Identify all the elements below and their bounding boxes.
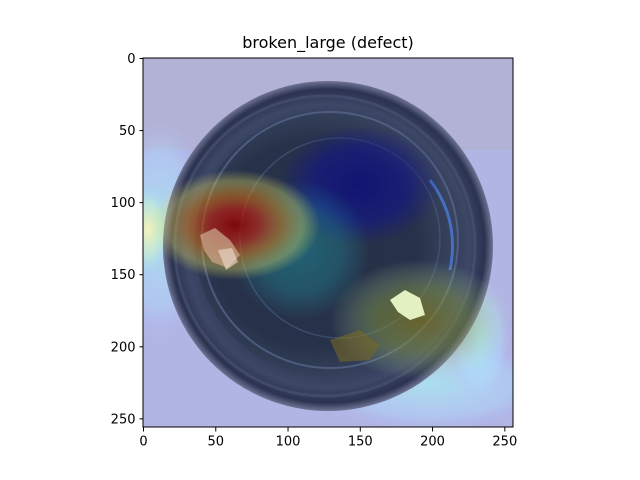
image-area [143,58,513,427]
x-tick-label: 100 [276,435,301,450]
x-tick-label: 50 [207,435,224,450]
plot-title: broken_large (defect) [242,33,414,52]
heat-warm-region [330,260,510,380]
y-axis: 0 50 100 150 200 250 [111,52,144,427]
x-tick-label: 0 [139,435,147,450]
axes-frame [142,57,514,428]
x-tick-label: 200 [420,435,445,450]
y-tick-label: 100 [111,196,136,211]
y-tick-label: 150 [111,268,136,283]
y-tick-label: 0 [127,52,135,67]
y-tick-label: 250 [111,412,136,427]
heat-peak-region [150,170,320,280]
x-axis: 0 50 100 150 200 250 [139,427,517,450]
glass-debris-lower [330,330,380,362]
y-tick-label: 50 [119,124,136,139]
x-tick-label: 250 [492,435,517,450]
glass-shard-bright [390,290,425,320]
y-tick-label: 200 [111,340,136,355]
x-tick-label: 150 [348,435,373,450]
glass-shard-left-highlight [218,248,238,270]
